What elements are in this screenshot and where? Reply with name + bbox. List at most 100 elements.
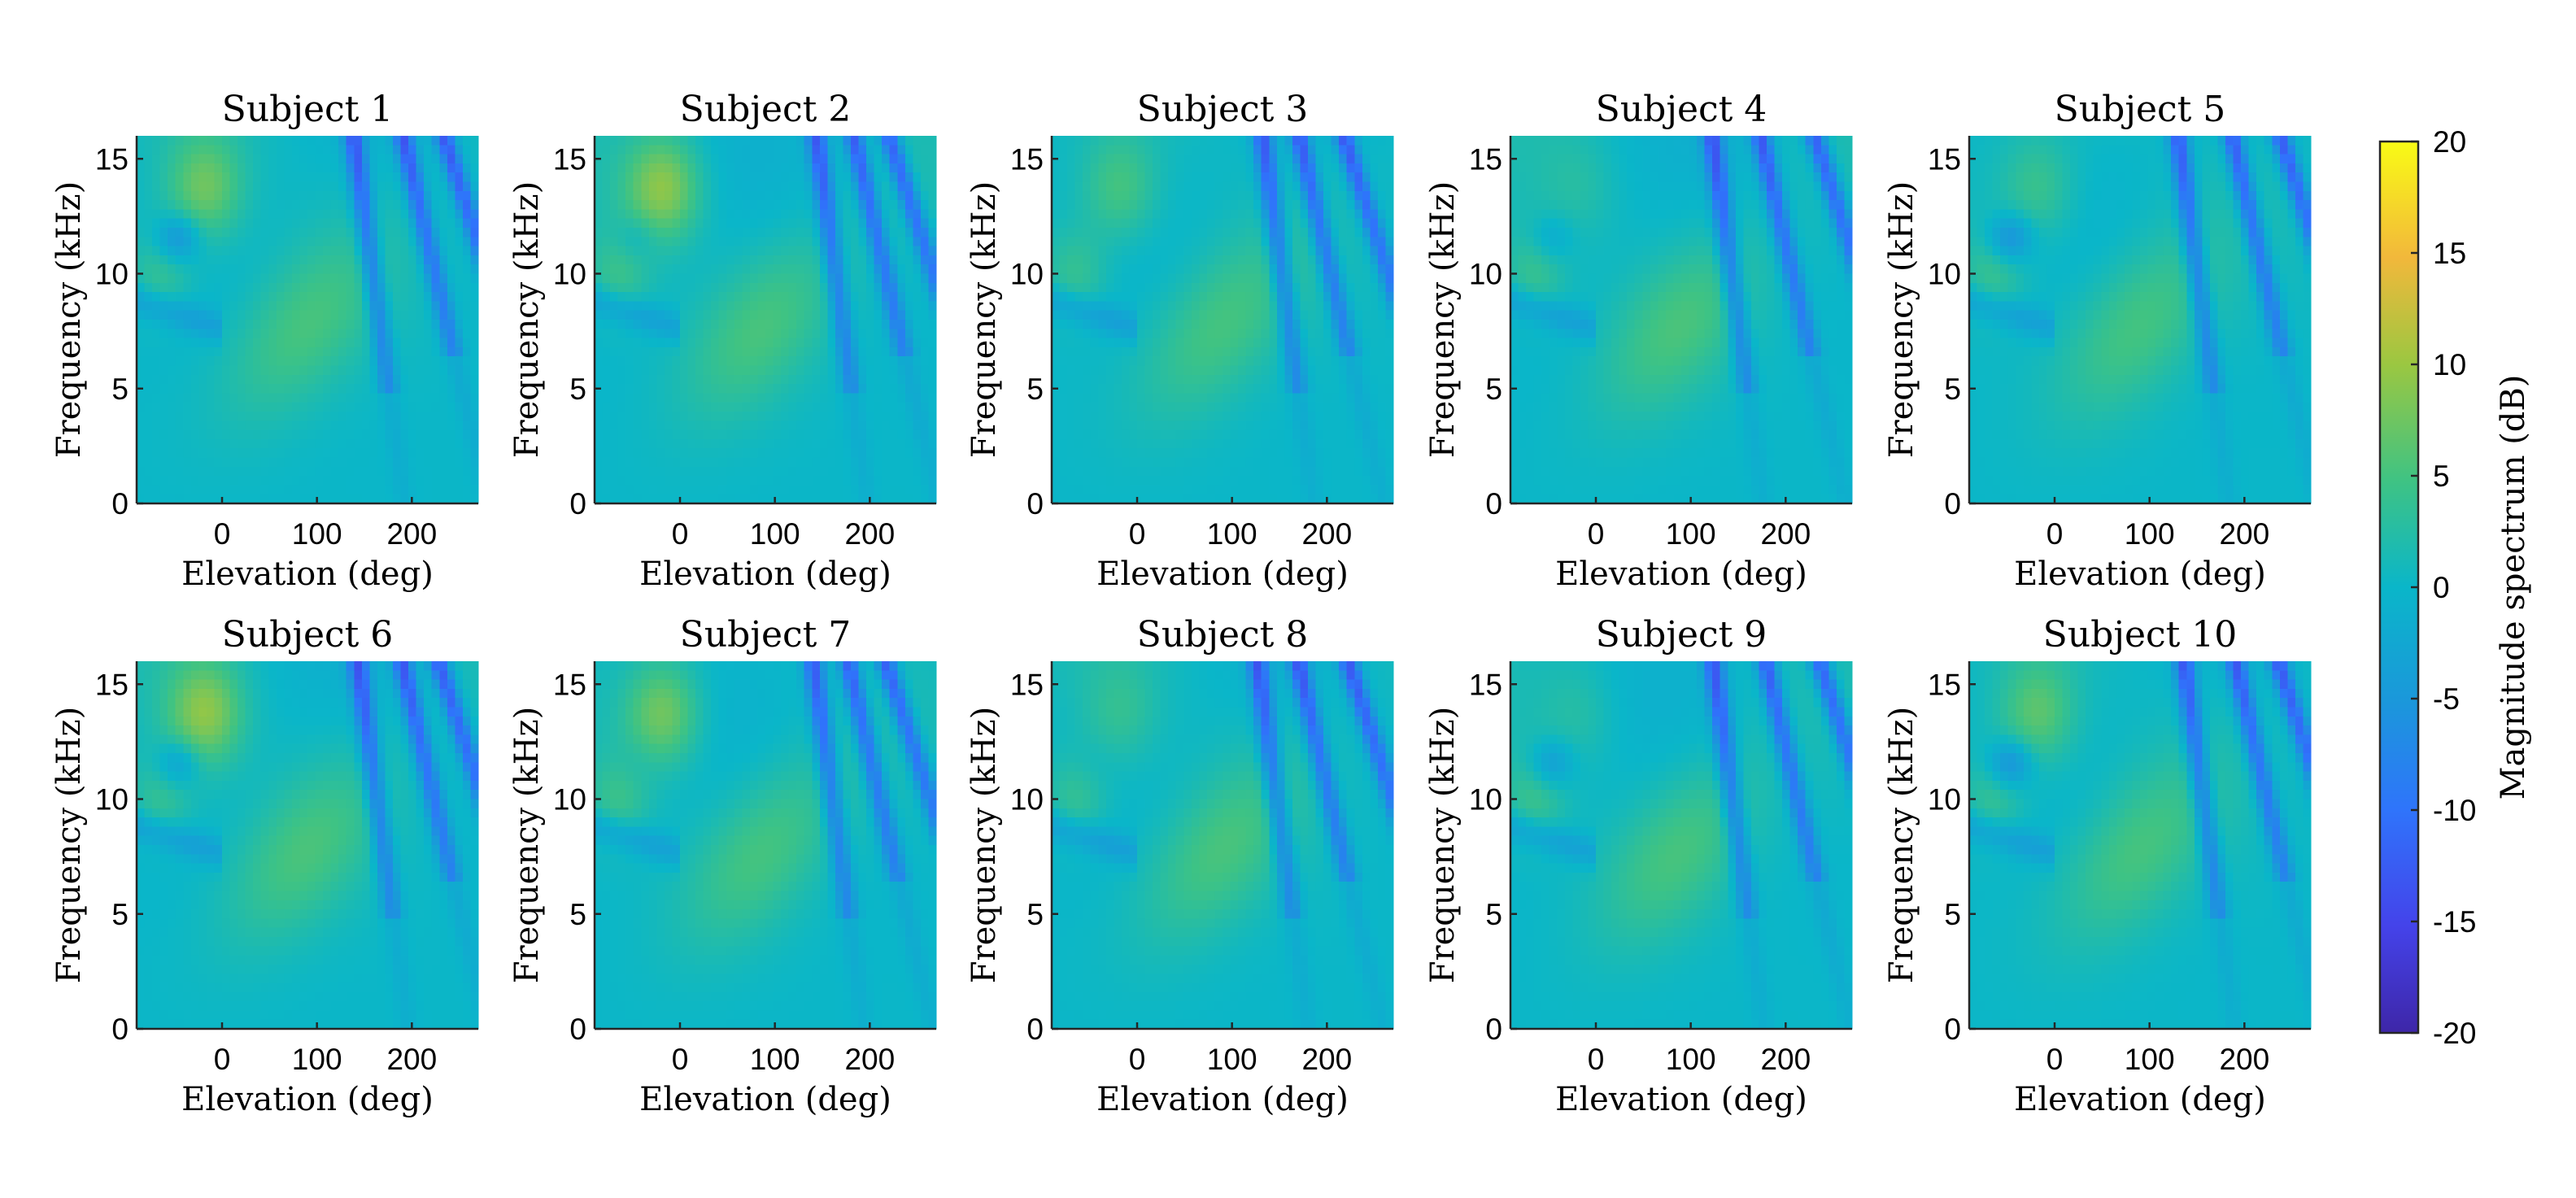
heatmap-cell <box>299 172 308 183</box>
heatmap-cell <box>617 457 626 468</box>
heatmap-cell <box>796 494 805 504</box>
heatmap-cell <box>1223 246 1231 256</box>
heatmap-cell <box>455 384 464 394</box>
heatmap-cell <box>1214 181 1223 192</box>
heatmap-cell <box>346 209 355 220</box>
heatmap-cell <box>175 466 184 477</box>
heatmap-cell <box>796 393 805 403</box>
heatmap-cell <box>1308 374 1317 385</box>
heatmap-cell <box>1090 172 1099 183</box>
heatmap-cell <box>595 228 604 237</box>
heatmap-cell <box>1214 172 1223 183</box>
heatmap-cell <box>137 485 146 495</box>
heatmap-cell <box>1214 384 1223 394</box>
heatmap-cell <box>1129 136 1138 146</box>
heatmap-cell <box>664 145 673 155</box>
heatmap-cell <box>1105 264 1114 275</box>
heatmap-cell <box>1323 136 1332 146</box>
heatmap-cell <box>734 310 743 320</box>
heatmap-cell <box>1223 402 1231 412</box>
heatmap-cell <box>641 310 650 320</box>
heatmap-cell <box>781 320 790 329</box>
heatmap-cell <box>1083 136 1092 146</box>
heatmap-cell <box>1090 420 1099 431</box>
heatmap-cell <box>1083 374 1092 385</box>
heatmap-cell <box>1121 136 1131 146</box>
heatmap-cell <box>1339 292 1348 302</box>
heatmap-cell <box>656 200 665 210</box>
heatmap-cell <box>687 448 696 459</box>
heatmap-cell <box>928 494 937 504</box>
heatmap-cell <box>726 163 735 173</box>
heatmap-cell <box>206 228 216 237</box>
heatmap-cell <box>470 255 479 265</box>
heatmap-cell <box>361 181 370 192</box>
heatmap-cell <box>819 209 828 220</box>
heatmap-cell <box>1238 145 1247 155</box>
heatmap-cell <box>291 356 301 367</box>
heatmap-cell <box>882 476 891 486</box>
heatmap-cell <box>455 466 464 477</box>
heatmap-cell <box>804 282 813 293</box>
heatmap-cell <box>1059 402 1068 412</box>
heatmap-cell <box>1253 320 1262 329</box>
heatmap-cell <box>455 163 464 173</box>
heatmap-cell <box>680 172 689 183</box>
heatmap-cell <box>695 218 704 229</box>
heatmap-cell <box>788 282 797 293</box>
heatmap-cell <box>1300 145 1309 155</box>
heatmap-cell <box>229 209 238 220</box>
heatmap-cell <box>431 190 440 201</box>
heatmap-cell <box>470 163 479 173</box>
heatmap-cell <box>1137 356 1146 367</box>
heatmap-cell <box>866 338 875 348</box>
heatmap-cell <box>470 476 479 486</box>
heatmap-cell <box>757 172 766 183</box>
heatmap-cell <box>222 228 231 237</box>
heatmap-cell <box>1331 181 1340 192</box>
heatmap-cell <box>1114 273 1122 284</box>
heatmap-cell <box>781 154 790 164</box>
heatmap-cell <box>1261 264 1270 275</box>
heatmap-cell <box>369 365 378 376</box>
heatmap-cell <box>804 190 813 201</box>
heatmap-cell <box>268 402 277 412</box>
heatmap-cell <box>168 329 177 339</box>
heatmap-cell <box>765 412 774 421</box>
heatmap-cell <box>1144 218 1153 229</box>
heatmap-cell <box>315 218 324 229</box>
heatmap-cell <box>245 485 254 495</box>
heatmap-cell <box>346 393 355 403</box>
heatmap-cell <box>1168 292 1177 302</box>
heatmap-cell <box>1377 329 1387 339</box>
heatmap-cell <box>168 163 177 173</box>
heatmap-cell <box>703 485 712 495</box>
heatmap-cell <box>904 402 913 412</box>
heatmap-cell <box>851 384 860 394</box>
heatmap-cell <box>742 365 751 376</box>
heatmap-cell <box>299 476 308 486</box>
heatmap-cell <box>742 237 751 247</box>
heatmap-cell <box>680 255 689 265</box>
heatmap-cell <box>819 329 828 339</box>
heatmap-cell <box>703 145 712 155</box>
heatmap-cell <box>315 476 324 486</box>
heatmap-cell <box>1129 246 1138 256</box>
heatmap-cell <box>889 282 898 293</box>
heatmap-cell <box>1253 145 1262 155</box>
heatmap-cell <box>648 228 657 237</box>
heatmap-cell <box>1284 346 1293 357</box>
heatmap-cell <box>656 384 665 394</box>
heatmap-cell <box>835 384 844 394</box>
heatmap-cell <box>284 301 293 311</box>
heatmap-cell <box>851 190 860 201</box>
heatmap-cell <box>734 163 743 173</box>
heatmap-cell <box>827 172 836 183</box>
heatmap-cell <box>1385 136 1394 146</box>
heatmap-cell <box>851 209 860 220</box>
heatmap-cell <box>1129 402 1138 412</box>
heatmap-cell <box>897 273 906 284</box>
heatmap-cell <box>400 292 409 302</box>
heatmap-cell <box>385 246 394 256</box>
heatmap-cell <box>455 181 464 192</box>
